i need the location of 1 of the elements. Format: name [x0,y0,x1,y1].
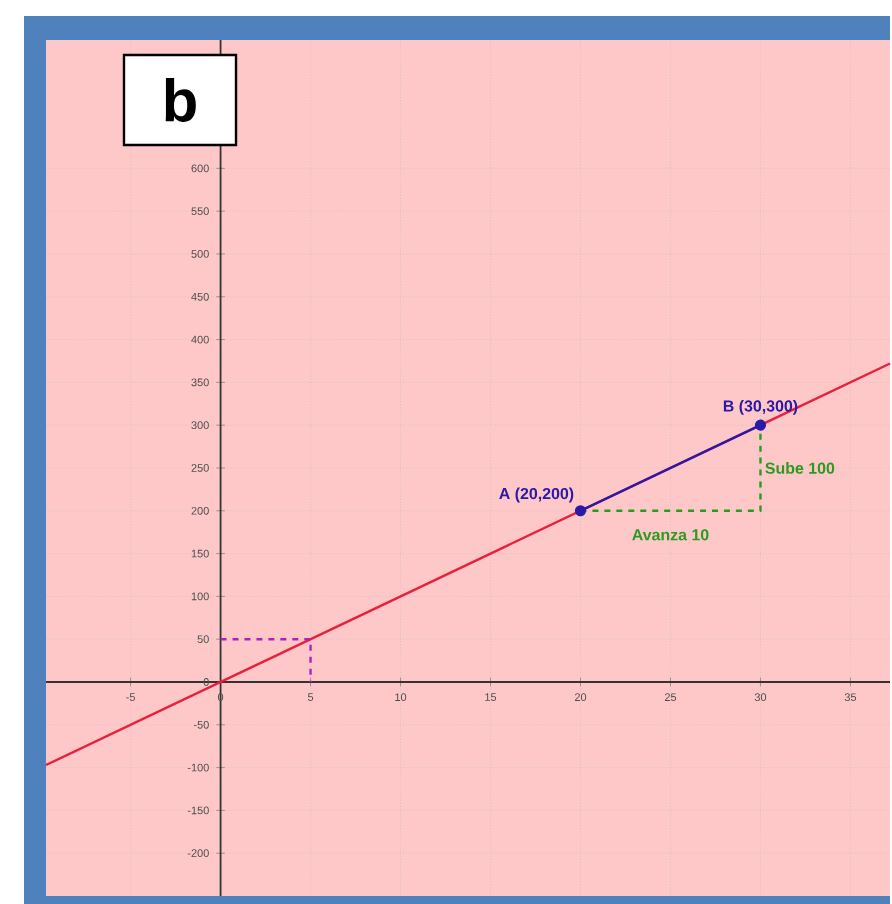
annotation: b [166,78,197,122]
